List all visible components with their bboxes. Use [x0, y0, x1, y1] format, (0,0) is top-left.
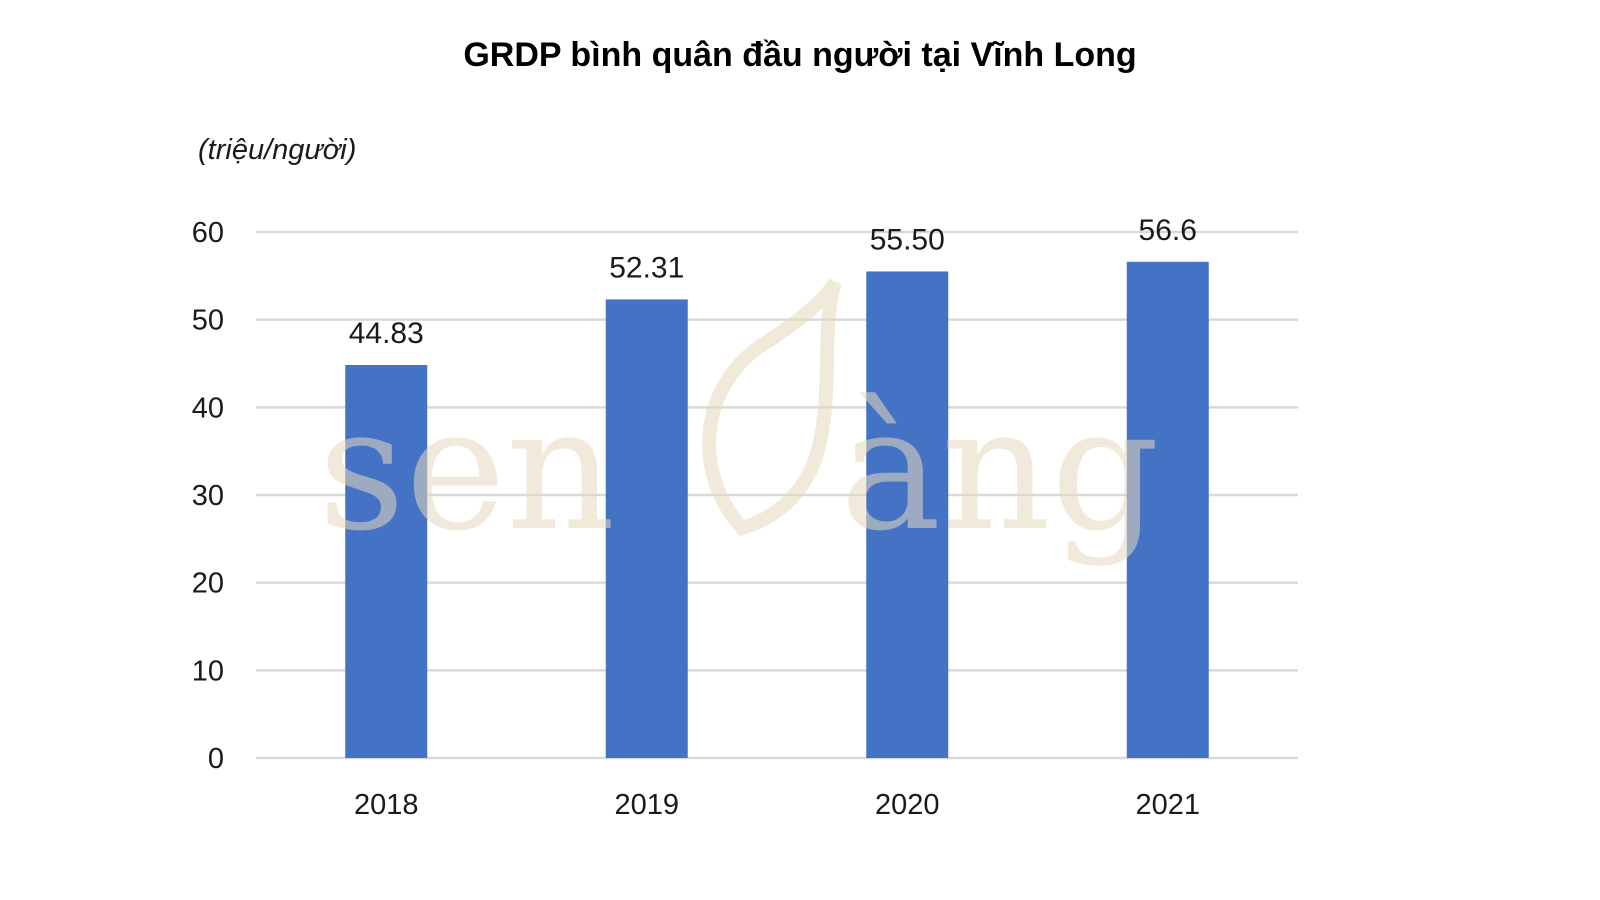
bar-2021 — [1126, 261, 1209, 758]
chart-title: GRDP bình quân đầu người tại Vĩnh Long — [463, 36, 1137, 74]
y-tick-label: 50 — [192, 305, 224, 337]
bars — [345, 261, 1209, 758]
bar-2018 — [345, 364, 428, 758]
data-label-2021: 56.6 — [1139, 214, 1197, 247]
y-tick-label: 0 — [208, 743, 224, 775]
x-tick-label: 2018 — [354, 789, 419, 821]
y-tick-label: 60 — [192, 217, 224, 249]
data-label-2019: 52.31 — [609, 251, 684, 284]
y-tick-label: 30 — [192, 480, 224, 512]
y-tick-label: 10 — [192, 655, 224, 687]
x-tick-label: 2021 — [1135, 789, 1200, 821]
y-tick-label: 40 — [192, 392, 224, 424]
data-label-2018: 44.83 — [349, 317, 424, 350]
svg-text:àng: àng — [840, 371, 1160, 569]
lotus-leaf-icon — [702, 278, 842, 536]
svg-text:sen: sen — [318, 371, 615, 569]
data-label-2020: 55.50 — [870, 223, 945, 256]
x-tick-label: 2019 — [614, 789, 679, 821]
y-tick-label: 20 — [192, 568, 224, 600]
bar-2019 — [605, 299, 688, 758]
y-unit-label: (triệu/người) — [198, 134, 357, 166]
x-axis-ticks: 2018 2019 2020 2021 — [354, 789, 1200, 821]
bar-2020 — [866, 271, 949, 758]
gridlines — [256, 230, 1298, 760]
data-labels: 44.83 52.31 55.50 56.6 — [349, 214, 1197, 350]
y-axis-ticks: 0 10 20 30 40 50 60 — [192, 217, 224, 775]
x-tick-label: 2020 — [875, 789, 940, 821]
watermark-logo: sen àng — [318, 278, 1160, 569]
